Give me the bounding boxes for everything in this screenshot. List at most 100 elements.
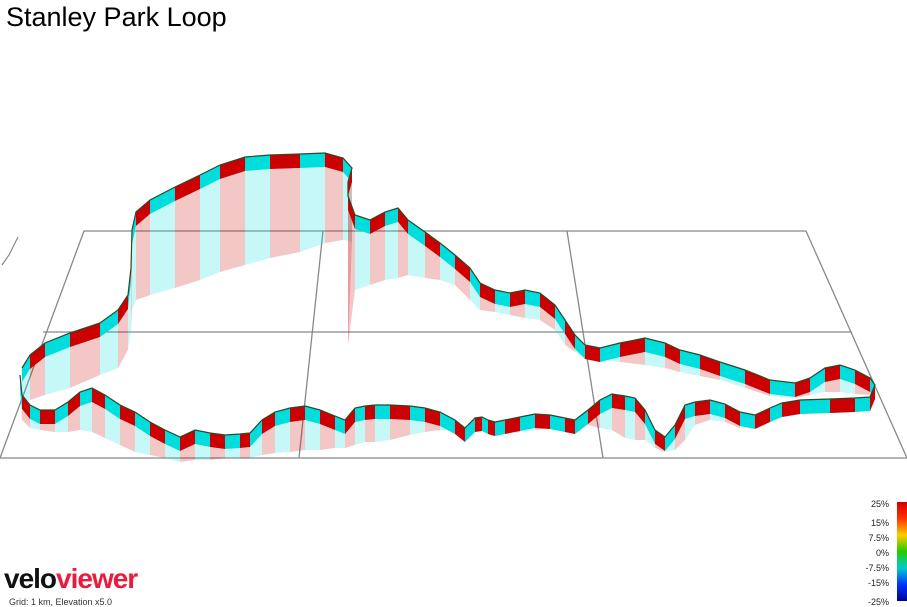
- route-segment: [825, 365, 840, 382]
- route-segment: [645, 410, 655, 444]
- route-segment: [495, 420, 505, 436]
- route-segment: [525, 290, 540, 307]
- route-segment-shadow: [480, 297, 495, 312]
- route-segment-shadow: [150, 201, 175, 295]
- route-segment-shadow: [675, 419, 685, 450]
- route-segment: [100, 310, 118, 337]
- route-segment: [520, 414, 535, 431]
- route-segment: [105, 395, 120, 419]
- route-segment-shadow: [870, 399, 875, 412]
- route-segment: [685, 402, 695, 419]
- route-segment: [175, 175, 200, 201]
- route-segment: [365, 405, 375, 420]
- route-segment: [465, 418, 475, 442]
- route-segment: [345, 408, 355, 434]
- route-segment: [475, 417, 482, 432]
- route-segment: [22, 395, 30, 419]
- route-segment-shadow: [645, 424, 655, 448]
- route-segment-shadow: [390, 419, 410, 440]
- route-segment-shadow: [70, 337, 100, 388]
- route-segment: [305, 406, 320, 424]
- route-segment-shadow: [645, 352, 665, 368]
- route-segment: [575, 410, 588, 434]
- route-segment: [770, 380, 795, 397]
- route-segment-shadow: [355, 229, 370, 290]
- route-segment-shadow: [250, 434, 262, 458]
- route-segment-shadow: [825, 379, 840, 392]
- route-segment-shadow: [30, 357, 45, 400]
- route-segment: [245, 155, 270, 171]
- route-segment-shadow: [165, 444, 180, 462]
- route-segment-shadow: [300, 167, 325, 252]
- route-segment: [22, 355, 30, 382]
- route-segment: [600, 343, 620, 362]
- route-segment-shadow: [665, 439, 675, 452]
- route-segment: [348, 196, 355, 229]
- route-segment-shadow: [275, 422, 290, 453]
- route-segment-shadow: [710, 414, 725, 422]
- route-segment-shadow: [440, 257, 455, 285]
- route-segment-shadow: [745, 384, 770, 396]
- veloviewer-logo[interactable]: veloviewer: [4, 563, 138, 595]
- route-segment-shadow: [635, 412, 645, 440]
- route-segment: [455, 255, 470, 282]
- route-segment: [625, 396, 635, 412]
- legend-label: 25%: [870, 499, 889, 509]
- route-segment: [680, 350, 700, 369]
- route-segment-shadow: [470, 282, 480, 310]
- route-segment-shadow: [720, 376, 745, 388]
- route-segment: [710, 400, 725, 418]
- route-segment-shadow: [200, 179, 220, 280]
- route-segment: [740, 412, 755, 429]
- route-segment: [40, 410, 55, 424]
- route-segment: [565, 320, 575, 349]
- route-segment: [470, 268, 480, 297]
- route-segment: [385, 208, 398, 226]
- route-segment-shadow: [22, 369, 30, 404]
- route-segment: [270, 154, 300, 169]
- route-segment-shadow: [150, 436, 165, 458]
- route-segment-shadow: [245, 169, 270, 265]
- route-segment: [30, 405, 40, 424]
- route-segment-shadow: [290, 420, 305, 452]
- route-segment: [275, 408, 290, 426]
- route-segment: [118, 295, 128, 324]
- route-segment: [70, 323, 100, 347]
- route-segment: [810, 368, 825, 392]
- legend-label: 7.5%: [868, 533, 889, 543]
- route-segment: [250, 420, 262, 447]
- route-segment-shadow: [118, 309, 128, 368]
- legend-label: -15%: [867, 578, 889, 588]
- route-segment: [770, 403, 782, 422]
- route-segment: [398, 208, 408, 234]
- legend-label: 0%: [875, 548, 889, 558]
- route-segment: [220, 157, 245, 179]
- route-segment-shadow: [685, 416, 695, 440]
- route-segment: [150, 422, 165, 444]
- route-segment-shadow: [210, 447, 225, 460]
- route-segment: [612, 394, 625, 410]
- route-segment-shadow: [80, 402, 92, 432]
- route-segment-shadow: [520, 428, 535, 432]
- route-segment-shadow: [680, 364, 700, 376]
- route-segment: [408, 220, 425, 246]
- grid-scale-note: Grid: 1 km, Elevation x5.0: [9, 597, 113, 607]
- route-segment: [335, 416, 345, 434]
- route-segment-shadow: [131, 244, 132, 330]
- logo-part-2: viewer: [56, 563, 138, 594]
- route-segment: [695, 400, 710, 416]
- route-segment-shadow: [398, 222, 408, 278]
- route-segment-shadow: [770, 394, 795, 398]
- route-segment-shadow: [725, 418, 740, 428]
- legend-label: -25%: [867, 597, 889, 607]
- route-segment-shadow: [612, 408, 625, 438]
- route-segment: [136, 200, 150, 226]
- route-segment: [855, 397, 870, 412]
- route-segment-shadow: [565, 334, 575, 352]
- route-segment: [150, 187, 175, 214]
- route-segment-shadow: [45, 347, 70, 395]
- route-segment: [325, 153, 343, 172]
- route-segment-shadow: [540, 307, 555, 330]
- route-segment-shadow: [695, 414, 710, 425]
